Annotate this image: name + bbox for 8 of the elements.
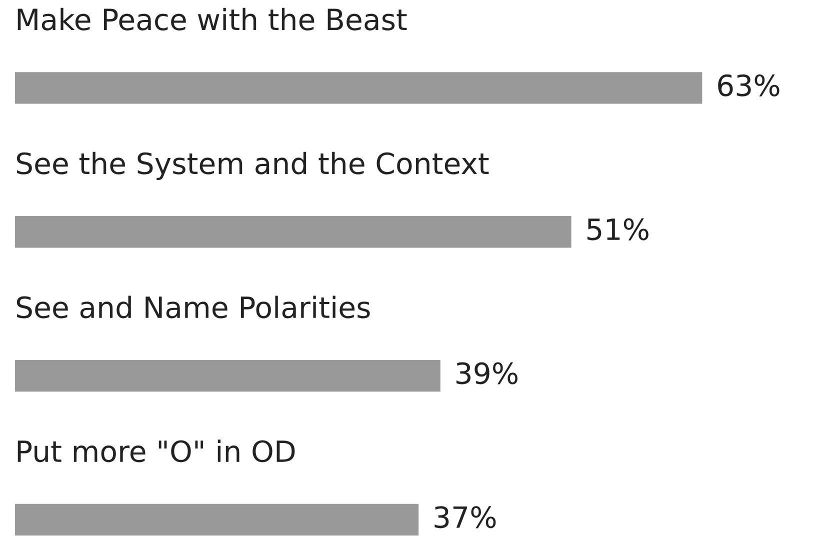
data-label: 39% [456,362,518,384]
data-label: 63% [718,74,780,96]
y-tick-label: Put more "O" in OD [18,440,295,462]
data-label: 51% [587,218,648,240]
data-label: 37% [434,506,496,528]
y-tick-label: See and Name Polarities [16,296,370,318]
y-tick-label: Make Peace with the Beast [18,8,407,30]
y-tick-label: See the System and the Context [16,152,489,180]
